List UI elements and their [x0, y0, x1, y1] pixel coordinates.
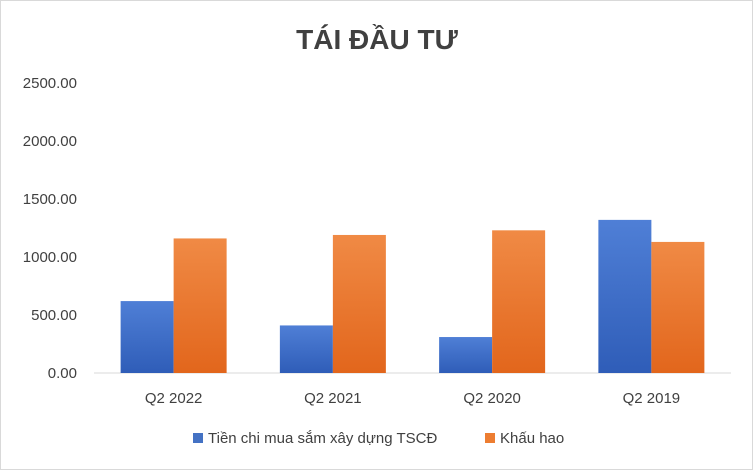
y-tick-label: 2500.00 — [23, 75, 77, 92]
x-tick-label: Q2 2022 — [145, 390, 203, 407]
bar-khau-hao — [173, 238, 227, 373]
legend-label: Khấu hao — [500, 430, 564, 447]
bar-tien-chi — [279, 325, 333, 373]
y-axis: 0.00 500.00 1000.00 1500.00 2000.00 2500.00 — [23, 75, 77, 382]
x-axis: Q2 2022 Q2 2021 Q2 2020 Q2 2019 — [145, 390, 680, 407]
bar-khau-hao — [492, 230, 546, 373]
legend: Tiền chi mua sắm xây dựng TSCĐ Khấu hao — [193, 430, 564, 447]
bar-khau-hao — [651, 241, 705, 373]
bar-group — [120, 219, 705, 373]
x-tick-label: Q2 2020 — [463, 390, 521, 407]
legend-swatch — [193, 433, 203, 443]
y-tick-label: 0.00 — [48, 365, 77, 382]
x-tick-label: Q2 2021 — [304, 390, 362, 407]
bar-tien-chi — [120, 301, 174, 373]
x-tick-label: Q2 2019 — [623, 390, 681, 407]
chart-title: TÁI ĐẦU TƯ — [296, 24, 458, 55]
y-tick-label: 2000.00 — [23, 133, 77, 150]
y-tick-label: 1500.00 — [23, 191, 77, 208]
bar-khau-hao — [332, 234, 386, 373]
y-tick-label: 500.00 — [31, 307, 77, 324]
legend-swatch — [485, 433, 495, 443]
bar-tien-chi — [598, 219, 652, 373]
y-tick-label: 1000.00 — [23, 249, 77, 266]
legend-label: Tiền chi mua sắm xây dựng TSCĐ — [208, 430, 437, 447]
bar-tien-chi — [439, 337, 493, 373]
